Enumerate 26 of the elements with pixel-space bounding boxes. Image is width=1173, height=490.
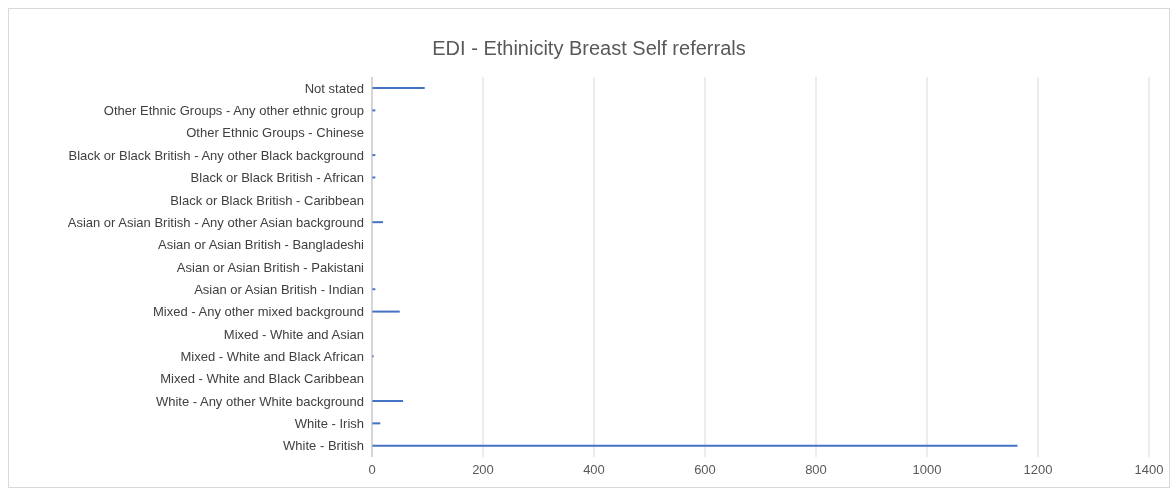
y-tick-label: Mixed - White and Black Caribbean bbox=[160, 371, 364, 387]
y-tick-label: Asian or Asian British - Any other Asian background bbox=[67, 214, 364, 230]
y-tick-label: Mixed - White and Asian bbox=[223, 326, 364, 342]
y-tick-label: Other Ethnic Groups - Any other ethnic group bbox=[103, 103, 364, 119]
y-tick-label: Mixed - White and Black African bbox=[180, 349, 364, 365]
y-tick-label: Mixed - Any other mixed background bbox=[153, 304, 364, 320]
chart-title: EDI - Ethinicity Breast Self referrals bbox=[431, 36, 747, 61]
x-tick-label: 800 bbox=[805, 462, 827, 478]
y-tick-label: Asian or Asian British - Pakistani bbox=[176, 259, 365, 275]
y-tick-label: Not stated bbox=[304, 80, 364, 96]
x-tick-label: 600 bbox=[694, 462, 716, 478]
y-tick-label: White - Irish bbox=[294, 416, 364, 432]
x-tick-label: 1000 bbox=[912, 462, 942, 478]
x-tick-label: 1200 bbox=[1023, 462, 1053, 478]
y-tick-label: White - British bbox=[283, 438, 364, 454]
x-tick-label: 400 bbox=[583, 462, 605, 478]
y-tick-label: Black or Black British - Any other Black background bbox=[68, 147, 364, 163]
y-tick-label: Black or Black British - Caribbean bbox=[170, 192, 364, 208]
y-tick-label: Other Ethnic Groups - Chinese bbox=[186, 125, 364, 141]
y-tick-label: Asian or Asian British - Indian bbox=[194, 281, 364, 297]
x-tick-label: 1400 bbox=[1134, 462, 1164, 478]
x-tick-label: 0 bbox=[368, 462, 376, 478]
x-tick-label: 200 bbox=[472, 462, 494, 478]
y-tick-label: Asian or Asian British - Bangladeshi bbox=[158, 237, 365, 253]
y-tick-label: Black or Black British - African bbox=[190, 170, 364, 186]
y-tick-label: White - Any other White background bbox=[155, 393, 364, 409]
